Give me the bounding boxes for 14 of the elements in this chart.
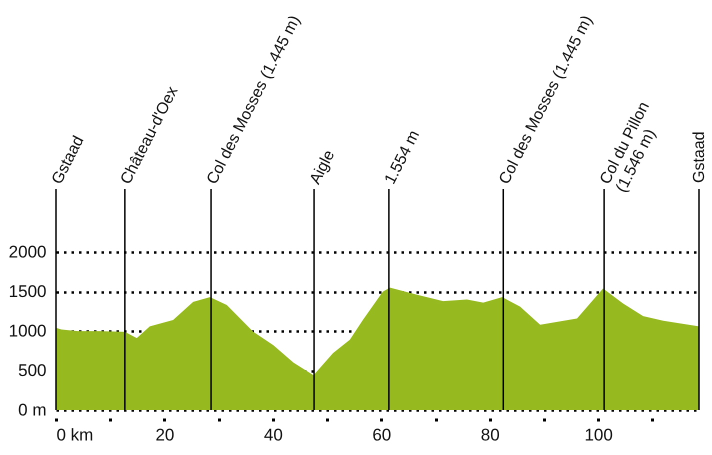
ref-line-label: 1.554 m (382, 128, 424, 188)
x-tick-label: 60 (372, 426, 392, 444)
x-tick-label: 100 (584, 426, 613, 444)
y-tick-label: 1000 (8, 322, 46, 341)
y-tick-label: 500 (18, 361, 46, 380)
y-tick-label: 2000 (8, 242, 46, 262)
y-tick-label: 1500 (8, 282, 46, 302)
y-tick-label: 0 m (18, 400, 46, 420)
x-tick-label: 80 (480, 426, 500, 444)
x-tick-label: 0 km (56, 426, 94, 444)
ref-line-label: Gstaad (691, 131, 708, 183)
ref-line-label: Aigle (306, 148, 338, 188)
x-tick-label: 40 (264, 426, 283, 444)
x-tick-label: 20 (155, 426, 174, 444)
